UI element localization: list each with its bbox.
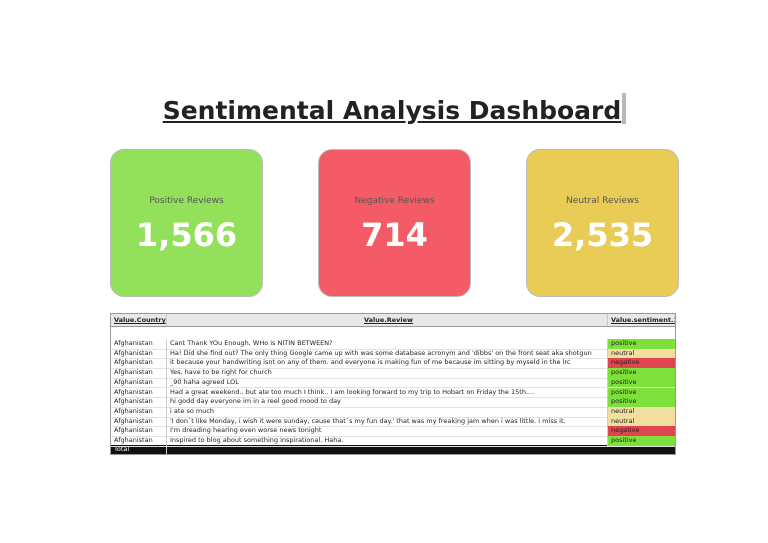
table-cell: Afghanistan	[111, 339, 167, 349]
table-cell: Ha! Did she find out? The only thing Goo…	[167, 348, 608, 359]
table-cell: i ate so much	[167, 406, 608, 417]
table-cell: Afghanistan	[111, 416, 167, 427]
kpi-value: 714	[361, 216, 428, 254]
table-cell: hi godd day everyone im in a reel good m…	[167, 397, 608, 407]
table-row[interactable]: Afghanistan hi godd day everyone im in a …	[111, 397, 675, 408]
table-cell: Afghanistan	[111, 387, 167, 398]
table-cell: Afghanistan	[111, 397, 167, 407]
table-cell: Yes, have to be right for church	[167, 368, 608, 378]
column-header[interactable]: Value.Country	[111, 314, 167, 326]
sentiment-cell: positive	[608, 368, 675, 378]
table-row[interactable]: Afghanistan i ate so much neutral	[111, 406, 675, 418]
table-cell: it because your handwriting isnt on any …	[167, 358, 608, 369]
table-cell: Had a great weekend.. but ate too much I…	[167, 387, 608, 398]
sentiment-cell: neutral	[608, 416, 675, 427]
header-row: Value.Country Value.Review Value.sentime…	[111, 314, 675, 327]
table-cell: Afghanistan	[111, 426, 167, 436]
sentiment-cell: positive	[608, 339, 675, 349]
table-row[interactable]: Afghanistan Ha! Did she find out? The onl…	[111, 348, 675, 360]
column-header[interactable]: Value.Review	[167, 314, 608, 326]
sentiment-cell: positive	[608, 387, 675, 398]
table-row[interactable]: Afghanistan Cant Thank YOu Enough, WHo is…	[111, 339, 675, 350]
sentiment-cell: neutral	[608, 406, 675, 417]
table: Value.Country Value.Review Value.sentime…	[110, 313, 676, 455]
table-cell: I'm dreading hearing even worse news ton…	[167, 426, 608, 436]
kpi-value: 1,566	[135, 216, 238, 254]
kpi-label: Positive Reviews	[149, 196, 224, 206]
sentiment-cell: positive	[608, 436, 675, 446]
table-cell: Afghanistan	[111, 368, 167, 378]
sentiment-cell: positive	[608, 397, 675, 407]
sentiment-cell: negative	[608, 358, 675, 369]
table-row[interactable]: Afghanistan it because your handwriting i…	[111, 358, 675, 370]
table-cell: Afghanistan	[111, 406, 167, 417]
kpi-card[interactable]: Neutral Reviews 2,535	[526, 149, 679, 297]
table-cell: Inspired to blog about something inspira…	[167, 436, 608, 446]
table-cell: Afghanistan	[111, 377, 167, 388]
table-row[interactable]: Afghanistan Inspired to blog about someth…	[111, 436, 675, 447]
table-cell: Afghanistan	[111, 436, 167, 446]
table-cell: Afghanistan	[111, 358, 167, 369]
table-row[interactable]: Afghanistan Had a great weekend.. but ate…	[111, 387, 675, 399]
total-row: Total	[111, 445, 675, 454]
table-cell: Cant Thank YOu Enough, WHo is NITIN BETW…	[167, 339, 608, 349]
sentiment-cell: positive	[608, 377, 675, 388]
total-label: Total	[111, 445, 167, 454]
kpi-value: 2,535	[551, 216, 654, 254]
kpi-card[interactable]: Negative Reviews 714	[318, 149, 471, 297]
kpi-label: Negative Reviews	[354, 196, 435, 206]
table-cell: Afghanistan	[111, 348, 167, 359]
table-row[interactable]: Afghanistan _90 haha agreed LOL positive	[111, 377, 675, 389]
table-row[interactable]: Afghanistan I'm dreading hearing even wor…	[111, 426, 675, 437]
kpi-card[interactable]: Positive Reviews 1,566	[110, 149, 263, 297]
sentiment-cell: neutral	[608, 348, 675, 359]
title: Sentimental Analysis Dashboard	[162, 96, 622, 125]
table-row[interactable]: Afghanistan 'I don´t like Monday, i wish …	[111, 416, 675, 428]
table-cell: 'I don´t like Monday, i wish it were sun…	[167, 416, 608, 427]
column-header[interactable]: Value.sentiment.1	[611, 316, 676, 324]
kpi-label: Neutral Reviews	[566, 196, 639, 206]
sentiment-cell: negative	[608, 426, 675, 436]
table-row[interactable]: Afghanistan Yes, have to be right for chu…	[111, 368, 675, 379]
table-cell: _90 haha agreed LOL	[167, 377, 608, 388]
divider	[622, 93, 626, 124]
